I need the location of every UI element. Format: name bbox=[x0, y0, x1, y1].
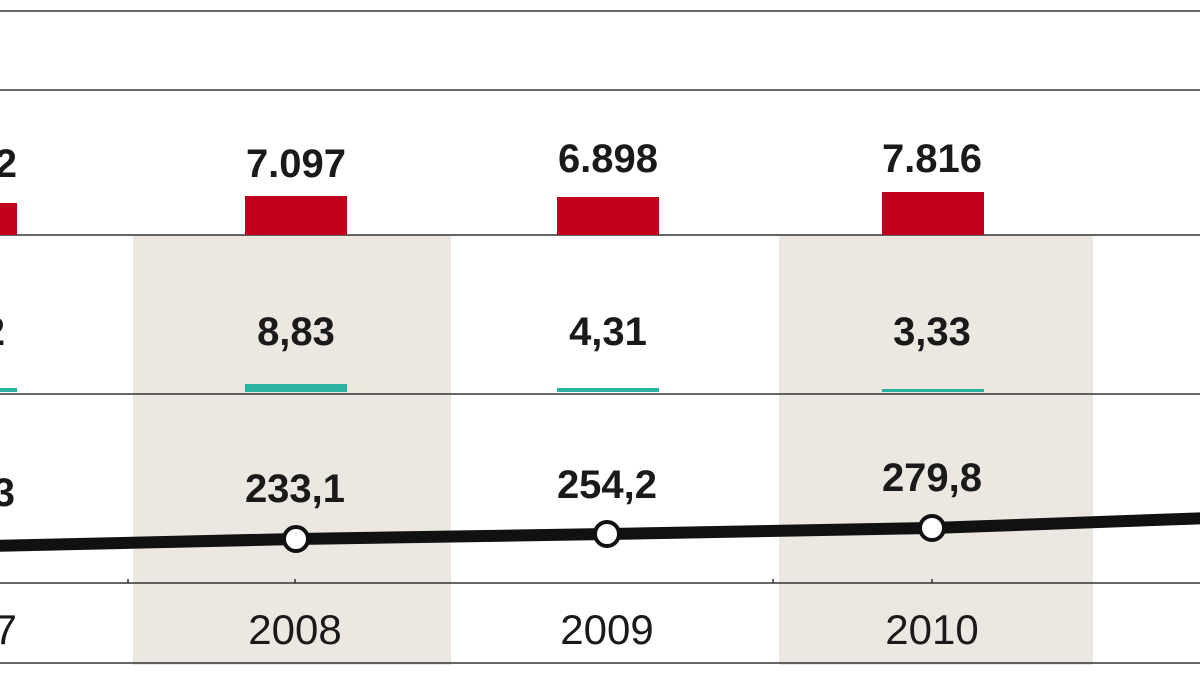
teal-bar-series bbox=[0, 384, 984, 392]
line-label-2009: 254,2 bbox=[557, 463, 657, 507]
teal-label-2008: 8,83 bbox=[257, 310, 335, 354]
line-label-2007: 3 bbox=[0, 471, 15, 515]
red-bar-2009 bbox=[557, 197, 659, 235]
year-label-2007: 7 bbox=[0, 606, 17, 653]
red-bar-series bbox=[0, 192, 984, 235]
column-shade-2008 bbox=[133, 235, 451, 665]
line-point-2010 bbox=[918, 514, 946, 542]
teal-label-2010: 3,33 bbox=[893, 310, 971, 354]
line-point-2008 bbox=[282, 525, 310, 553]
teal-bar-2010 bbox=[882, 389, 984, 392]
column-shade-2010 bbox=[779, 235, 1093, 665]
line-label-2008: 233,1 bbox=[245, 467, 345, 511]
red-bar-2007 bbox=[0, 203, 17, 235]
red-label-2007: 2 bbox=[0, 142, 17, 186]
teal-label-2009: 4,31 bbox=[569, 310, 647, 354]
year-label-2009: 2009 bbox=[560, 606, 653, 653]
line-label-2010: 279,8 bbox=[882, 456, 982, 500]
teal-label-2007: 2 bbox=[0, 310, 5, 354]
red-bar-2010 bbox=[882, 192, 984, 235]
year-label-2010: 2010 bbox=[885, 606, 978, 653]
teal-bar-2009 bbox=[557, 388, 659, 392]
year-label-2008: 2008 bbox=[248, 606, 341, 653]
red-label-2008: 7.097 bbox=[246, 142, 346, 186]
line-point-2009 bbox=[593, 520, 621, 548]
teal-bar-2007 bbox=[0, 388, 17, 392]
red-bar-2008 bbox=[245, 196, 347, 235]
red-label-2010: 7.816 bbox=[882, 137, 982, 181]
red-label-2009: 6.898 bbox=[558, 137, 658, 181]
teal-bar-2008 bbox=[245, 384, 347, 392]
